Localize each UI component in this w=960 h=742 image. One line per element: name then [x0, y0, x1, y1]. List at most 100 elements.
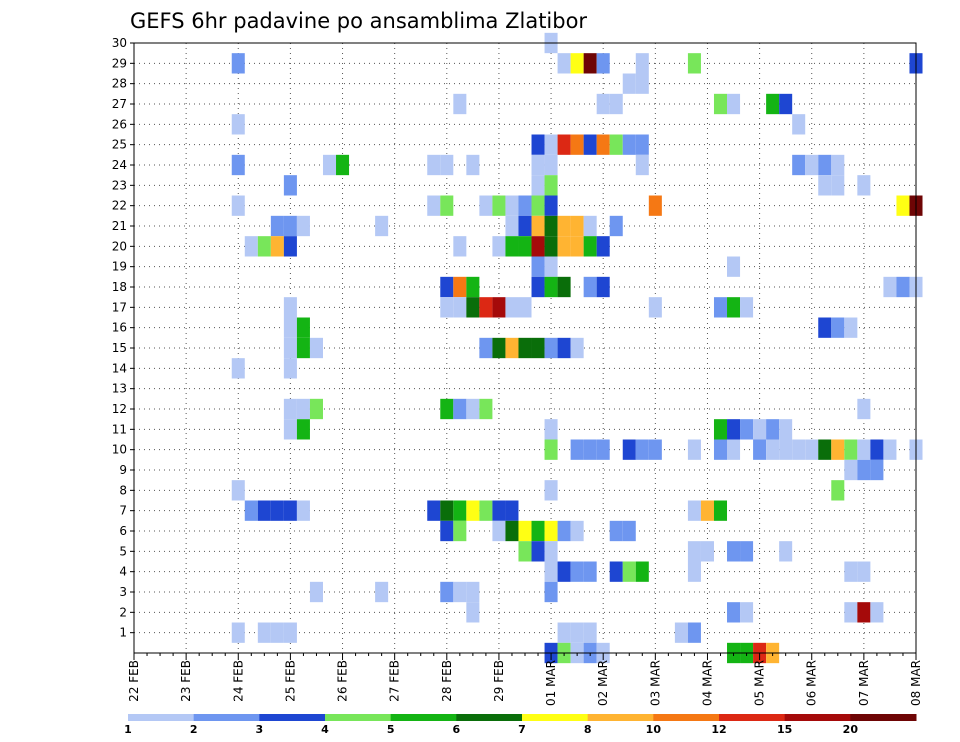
heatmap-cell — [479, 398, 493, 420]
colorbar-swatch — [325, 714, 392, 721]
heatmap-cell — [713, 500, 728, 521]
heatmap-cell — [453, 297, 467, 318]
heatmap-cell — [283, 622, 297, 643]
heatmap-cell — [531, 195, 545, 216]
heatmap-cell — [831, 480, 845, 501]
heatmap-cell — [557, 622, 571, 643]
x-tick-label: 24 FEB — [231, 660, 245, 702]
heatmap-cell — [466, 276, 480, 298]
heatmap-cell — [622, 73, 636, 94]
heatmap-cell — [270, 500, 284, 521]
heatmap-cell — [609, 520, 623, 542]
y-tick-label: 3 — [119, 585, 127, 599]
heatmap-cell — [283, 398, 297, 420]
heatmap-cell — [309, 581, 323, 603]
heatmap-cell — [544, 480, 558, 501]
heatmap-cell — [831, 439, 845, 460]
colorbar-label: 20 — [843, 723, 859, 736]
heatmap-cell — [466, 602, 480, 623]
heatmap-cell — [492, 297, 506, 318]
heatmap-cell — [244, 500, 258, 521]
heatmap-cell — [231, 195, 245, 216]
heatmap-cell — [753, 439, 767, 460]
heatmap-cell — [583, 215, 597, 237]
y-axis: 1234567891011121314151617181920212223242… — [112, 36, 134, 640]
heatmap-cell — [570, 622, 584, 643]
heatmap-cell — [596, 134, 610, 155]
heatmap-cell — [518, 195, 532, 216]
y-tick-label: 2 — [119, 605, 127, 619]
colorbar-swatch — [784, 714, 851, 721]
colorbar-swatch — [128, 714, 195, 721]
heatmap-cell — [492, 337, 506, 359]
heatmap-cell — [283, 297, 297, 318]
heatmap-cell — [727, 93, 741, 115]
heatmap-cell — [570, 53, 584, 74]
heatmap-cell — [857, 439, 871, 460]
heatmap-cell — [570, 561, 584, 582]
y-tick-label: 10 — [112, 443, 127, 457]
heatmap-cell — [257, 622, 271, 643]
heatmap-cell — [283, 317, 297, 338]
heatmap-cell — [492, 520, 506, 542]
heatmap-cell — [283, 500, 297, 521]
x-tick-label: 22 FEB — [127, 660, 141, 702]
colorbar-swatch — [193, 714, 260, 721]
colorbar-label: 6 — [453, 723, 461, 736]
heatmap-cell — [492, 195, 506, 216]
x-tick-label: 23 FEB — [179, 660, 193, 702]
heatmap-cell — [818, 317, 832, 338]
heatmap-cell — [466, 297, 480, 318]
heatmap-cell — [479, 297, 493, 318]
y-tick-label: 21 — [112, 219, 127, 233]
heatmap-cell — [687, 561, 701, 582]
heatmap-cell — [544, 195, 558, 216]
heatmap-cell — [440, 520, 454, 542]
heatmap-cell — [322, 154, 337, 176]
heatmap-cell — [309, 398, 323, 420]
heatmap-cell — [296, 500, 310, 521]
heatmap-cell — [531, 175, 545, 196]
heatmap-cell — [727, 602, 741, 623]
heatmap-cell — [818, 439, 832, 460]
y-tick-label: 26 — [112, 117, 127, 131]
x-tick-label: 02 MAR — [596, 660, 610, 706]
heatmap-cell — [700, 500, 714, 521]
y-tick-label: 25 — [112, 138, 127, 152]
heatmap-cell — [727, 256, 741, 277]
heatmap-cell — [792, 439, 806, 460]
heatmap-cell — [844, 439, 858, 460]
y-tick-label: 22 — [112, 199, 127, 213]
heatmap-cell — [544, 541, 558, 562]
heatmap-cell — [831, 154, 845, 176]
heatmap-cell — [713, 93, 728, 115]
heatmap-cell — [231, 622, 245, 643]
heatmap-cell — [440, 276, 454, 298]
heatmap-cell — [844, 459, 858, 481]
x-tick-label: 28 FEB — [440, 660, 454, 702]
heatmap-cell — [844, 602, 858, 623]
heatmap-cell — [466, 154, 480, 176]
heatmap-cell — [466, 581, 480, 603]
y-tick-label: 30 — [112, 36, 127, 50]
heatmap-cell — [779, 439, 793, 460]
colorbar-label: 7 — [518, 723, 526, 736]
heatmap-cell — [831, 175, 845, 196]
heatmap-cell — [857, 175, 871, 196]
heatmap-cell — [596, 236, 610, 257]
y-tick-label: 15 — [112, 341, 127, 355]
heatmap-cell — [231, 53, 245, 74]
heatmap-cell — [270, 622, 284, 643]
heatmap-cell — [583, 439, 597, 460]
heatmap-cell — [518, 297, 532, 318]
x-tick-label: 07 MAR — [857, 660, 871, 706]
heatmap-cell — [531, 520, 545, 542]
heatmap-cell — [231, 114, 245, 135]
heatmap-cell — [622, 439, 636, 460]
y-tick-label: 19 — [112, 260, 127, 274]
heatmap-cell — [583, 622, 597, 643]
y-tick-label: 5 — [119, 544, 127, 558]
heatmap-cell — [531, 256, 545, 277]
colorbar-swatch — [259, 714, 326, 721]
heatmap-cell — [544, 337, 558, 359]
